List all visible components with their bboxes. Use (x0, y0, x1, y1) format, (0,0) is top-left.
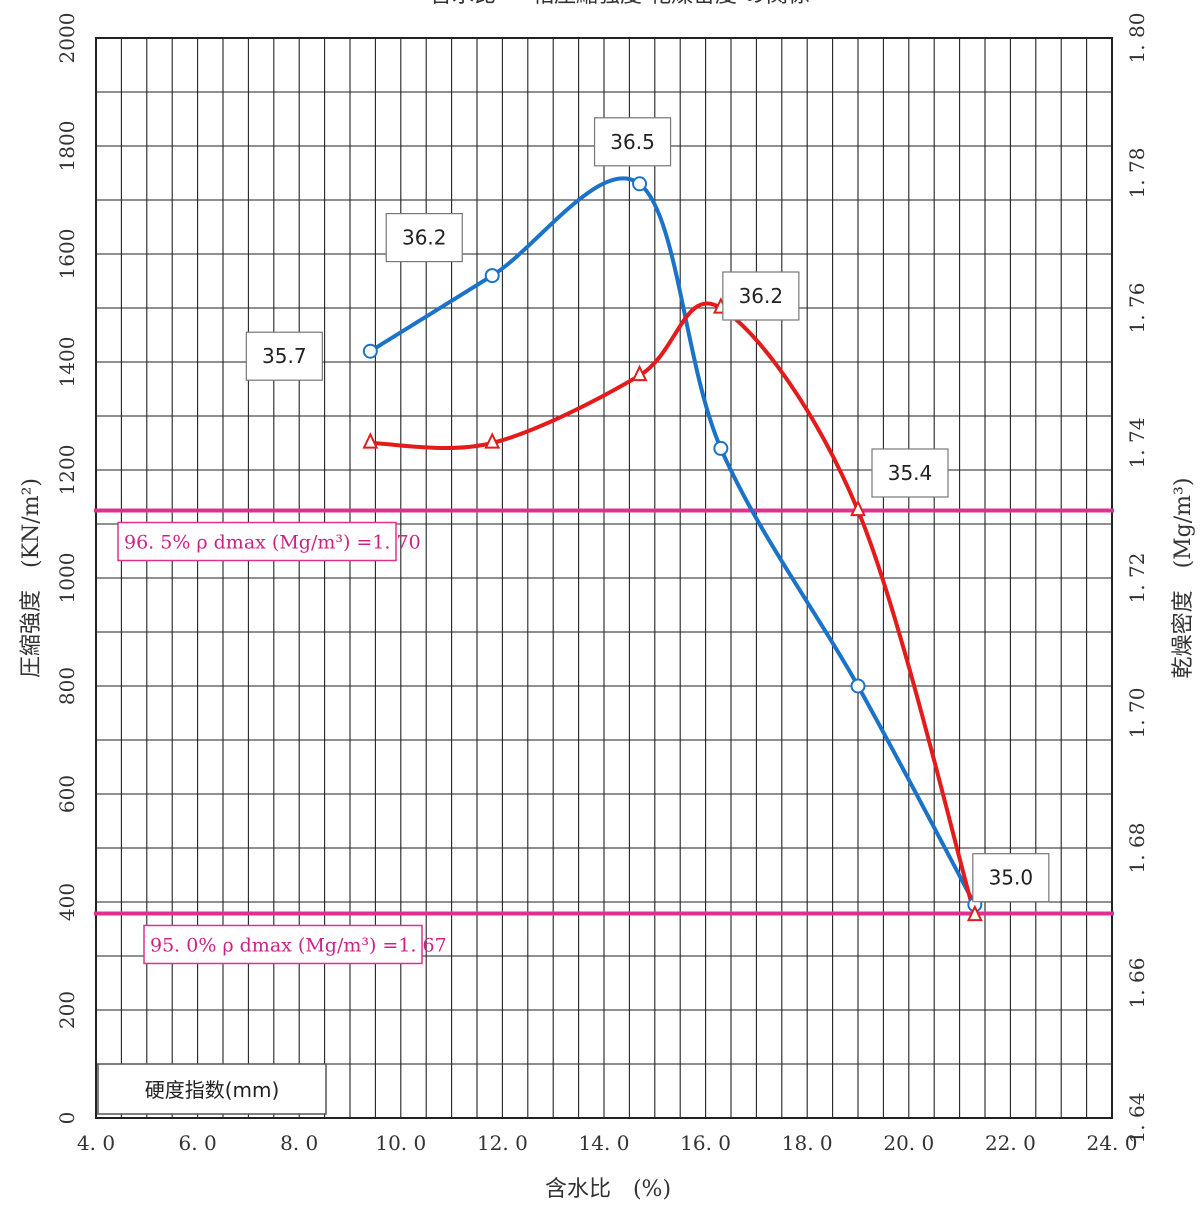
x-tick-label: 18. 0 (782, 1131, 833, 1155)
hardness-label-box (245, 331, 323, 381)
plot-frame (95, 37, 1113, 1119)
hardness-label-box (972, 853, 1050, 903)
y-left-tick-label: 1400 (55, 337, 79, 388)
chart-title: 含水比 ー 相圧縮強度 乾燥密度 の関係 (430, 0, 810, 8)
y-left-tick-label: 200 (55, 991, 79, 1029)
legend-box (97, 1063, 327, 1115)
data-point-circle (850, 678, 866, 694)
legend: 硬度指数(mm) (97, 1063, 327, 1115)
x-tick-label: 16. 0 (680, 1131, 731, 1155)
hardness-labels: 35.7 36.2 36.5 36.2 35.4 35.0 (245, 117, 1050, 903)
data-point-circle (713, 440, 729, 456)
series-markers (362, 176, 983, 922)
data-point-circle (362, 343, 378, 359)
data-point-circle (632, 176, 648, 192)
hardness-label-box (722, 271, 800, 321)
data-point-triangle (484, 432, 501, 449)
series-lines (369, 176, 977, 917)
hardness-label: 35.0 (989, 866, 1034, 890)
legend-label: 硬度指数(mm) (145, 1078, 280, 1102)
y-left-tick-label: 2000 (55, 13, 79, 64)
x-tick-label: 4. 0 (77, 1131, 115, 1155)
x-tick-label: 14. 0 (579, 1131, 630, 1155)
y-left-tick-label: 1600 (55, 229, 79, 280)
y-right-tick-label: 1. 70 (1125, 688, 1149, 739)
x-tick-label: 20. 0 (883, 1131, 934, 1155)
y-left-tick-label: 1000 (55, 553, 79, 604)
y-right-tick-label: 1. 72 (1125, 553, 1149, 604)
data-point-triangle (362, 432, 379, 449)
y-left-tick-label: 0 (55, 1112, 79, 1125)
x-tick-label: 8. 0 (280, 1131, 318, 1155)
y-right-axis-title: 乾燥密度 (Mg/m³) (1171, 478, 1196, 679)
hardness-label: 35.7 (262, 344, 307, 368)
y-left-axis-title: 圧縮強度 (KN/m²) (19, 478, 44, 678)
y-right-tick-label: 1. 76 (1125, 283, 1149, 334)
hardness-label: 35.4 (888, 461, 933, 485)
hardness-label: 36.2 (402, 226, 447, 250)
x-tick-label: 22. 0 (985, 1131, 1036, 1155)
data-point-triangle (850, 499, 866, 517)
reference-label: 96. 5% ρ dmax (Mg/m³) =1. 70 (124, 532, 421, 554)
y-left-tick-labels: 0 200 400 600 800 1000 1200 1400 1600 1800 2000 (55, 13, 79, 1125)
reference-label: 95. 0% ρ dmax (Mg/m³) =1. 67 (150, 934, 447, 956)
series-line (370, 301, 977, 917)
reference-label-box (117, 521, 397, 562)
x-tick-label: 12. 0 (477, 1131, 528, 1155)
y-right-tick-label: 1. 74 (1125, 418, 1149, 469)
series-line (369, 176, 977, 906)
y-left-tick-label: 800 (55, 667, 79, 705)
y-right-tick-label: 1. 64 (1125, 1093, 1149, 1144)
reference-lines: 96. 5% ρ dmax (Mg/m³) =1. 70 95. 0% ρ dma… (94, 508, 1114, 965)
data-point-triangle (966, 904, 983, 922)
x-tick-labels: 4. 0 6. 0 8. 0 10. 0 12. 0 14. 0 16. 0 18. 0 20.… (77, 1131, 1138, 1155)
y-left-tick-label: 1800 (55, 121, 79, 172)
y-left-tick-label: 600 (55, 775, 79, 813)
data-point-triangle (631, 364, 648, 382)
y-right-tick-label: 1. 80 (1125, 13, 1149, 64)
y-right-tick-label: 1. 66 (1125, 958, 1149, 1009)
y-right-tick-label: 1. 68 (1125, 823, 1149, 874)
hardness-label: 36.2 (739, 284, 784, 308)
data-point-circle (484, 268, 500, 284)
x-axis-title: 含水比 (%) (545, 1177, 671, 1202)
y-right-tick-labels: 1. 64 1. 66 1. 68 1. 70 1. 72 1. 74 1. 76 1. 78… (1125, 13, 1149, 1144)
hardness-label-box (593, 117, 672, 167)
hardness-label-box (385, 213, 463, 263)
y-left-tick-label: 1200 (55, 445, 79, 496)
hardness-label: 36.5 (610, 130, 655, 154)
hardness-label-box (871, 448, 949, 498)
x-tick-label: 10. 0 (375, 1131, 426, 1155)
x-tick-label: 24. 0 (1087, 1131, 1138, 1155)
reference-label-box (143, 924, 423, 965)
y-right-tick-label: 1. 78 (1125, 148, 1149, 199)
x-tick-label: 6. 0 (179, 1131, 217, 1155)
y-left-tick-label: 400 (55, 883, 79, 921)
